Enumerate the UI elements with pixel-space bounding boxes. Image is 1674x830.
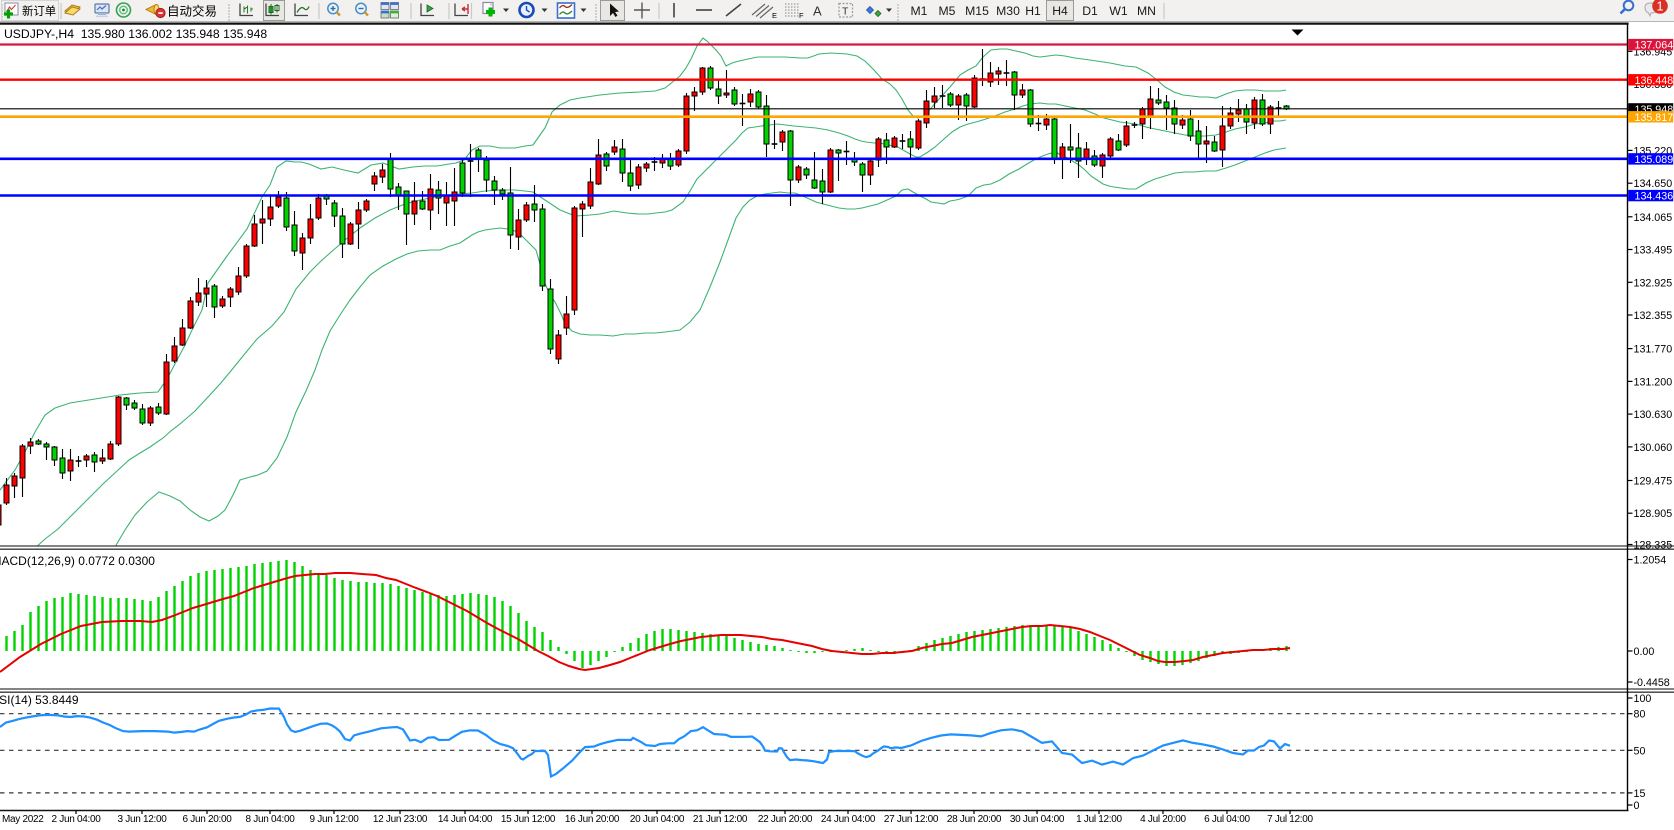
svg-text:8 Jun 04:00: 8 Jun 04:00: [246, 814, 296, 825]
svg-text:134.065: 134.065: [1634, 212, 1673, 224]
svg-text:100: 100: [1634, 693, 1652, 705]
svg-text:6 Jul 04:00: 6 Jul 04:00: [1204, 814, 1250, 825]
svg-text:F: F: [799, 11, 804, 20]
svg-text:自动交易: 自动交易: [167, 4, 217, 19]
svg-text:28 Jun 20:00: 28 Jun 20:00: [947, 814, 1002, 825]
svg-text:MN: MN: [1137, 4, 1156, 18]
svg-text:M1: M1: [911, 4, 928, 18]
svg-text:21 Jun 12:00: 21 Jun 12:00: [693, 814, 748, 825]
svg-text:15 Jun 12:00: 15 Jun 12:00: [501, 814, 556, 825]
svg-text:131.770: 131.770: [1634, 344, 1673, 356]
svg-text:30 Jun 04:00: 30 Jun 04:00: [1010, 814, 1065, 825]
svg-text:15: 15: [1634, 788, 1646, 800]
svg-text:0.00: 0.00: [1634, 646, 1655, 658]
svg-text:W1: W1: [1109, 4, 1128, 18]
svg-text:50: 50: [1634, 745, 1646, 757]
svg-text:M30: M30: [996, 4, 1020, 18]
svg-text:134.436: 134.436: [1635, 191, 1674, 203]
svg-text:128.905: 128.905: [1634, 508, 1673, 520]
svg-text:24 Jun 04:00: 24 Jun 04:00: [821, 814, 876, 825]
svg-text:May 2022: May 2022: [2, 814, 44, 825]
svg-text:H1: H1: [1025, 4, 1041, 18]
svg-text:4 Jul 20:00: 4 Jul 20:00: [1140, 814, 1186, 825]
svg-text:9 Jun 12:00: 9 Jun 12:00: [310, 814, 360, 825]
svg-text:-0.4458: -0.4458: [1634, 677, 1670, 689]
svg-text:RSI(14) 53.8449: RSI(14) 53.8449: [0, 693, 79, 707]
svg-text:137.064: 137.064: [1635, 40, 1674, 52]
svg-text:131.200: 131.200: [1634, 376, 1673, 388]
svg-text:134.650: 134.650: [1634, 178, 1673, 190]
svg-text:2 Jun 04:00: 2 Jun 04:00: [52, 814, 102, 825]
svg-text:1.2054: 1.2054: [1634, 555, 1667, 567]
svg-text:A: A: [813, 4, 822, 19]
svg-text:14 Jun 04:00: 14 Jun 04:00: [438, 814, 493, 825]
svg-text:27 Jun 12:00: 27 Jun 12:00: [884, 814, 939, 825]
svg-text:135.817: 135.817: [1635, 112, 1674, 124]
svg-text:3 Jun 12:00: 3 Jun 12:00: [118, 814, 168, 825]
svg-text:22 Jun 20:00: 22 Jun 20:00: [758, 814, 813, 825]
svg-text:132.925: 132.925: [1634, 277, 1673, 289]
svg-text:M5: M5: [939, 4, 956, 18]
svg-text:1 Jul 12:00: 1 Jul 12:00: [1076, 814, 1122, 825]
svg-text:USDJPY-,H4 135.980 136.002 13: USDJPY-,H4 135.980 136.002 135.948 135.9…: [4, 27, 267, 41]
svg-text:80: 80: [1634, 709, 1646, 721]
svg-text:16 Jun 20:00: 16 Jun 20:00: [565, 814, 620, 825]
svg-text:12 Jun 23:00: 12 Jun 23:00: [373, 814, 428, 825]
svg-text:MACD(12,26,9) 0.0772 0.0300: MACD(12,26,9) 0.0772 0.0300: [0, 554, 155, 568]
svg-text:129.475: 129.475: [1634, 476, 1673, 488]
svg-text:新订单: 新订单: [22, 4, 56, 18]
svg-text:D1: D1: [1082, 4, 1098, 18]
svg-text:H4: H4: [1052, 4, 1068, 18]
svg-text:132.355: 132.355: [1634, 310, 1673, 322]
svg-text:136.448: 136.448: [1635, 75, 1674, 87]
svg-text:128.335: 128.335: [1634, 540, 1673, 552]
svg-text:0: 0: [1634, 800, 1640, 812]
svg-text:1: 1: [1657, 0, 1664, 14]
svg-text:6 Jun 20:00: 6 Jun 20:00: [183, 814, 233, 825]
svg-text:135.089: 135.089: [1635, 154, 1674, 166]
svg-text:130.060: 130.060: [1634, 442, 1673, 454]
svg-text:7 Jul 12:00: 7 Jul 12:00: [1267, 814, 1313, 825]
svg-text:133.495: 133.495: [1634, 245, 1673, 257]
svg-text:130.630: 130.630: [1634, 409, 1673, 421]
svg-text:20 Jun 04:00: 20 Jun 04:00: [630, 814, 685, 825]
svg-text:M15: M15: [965, 4, 989, 18]
svg-text:T: T: [842, 6, 849, 18]
svg-text:E: E: [772, 11, 777, 20]
